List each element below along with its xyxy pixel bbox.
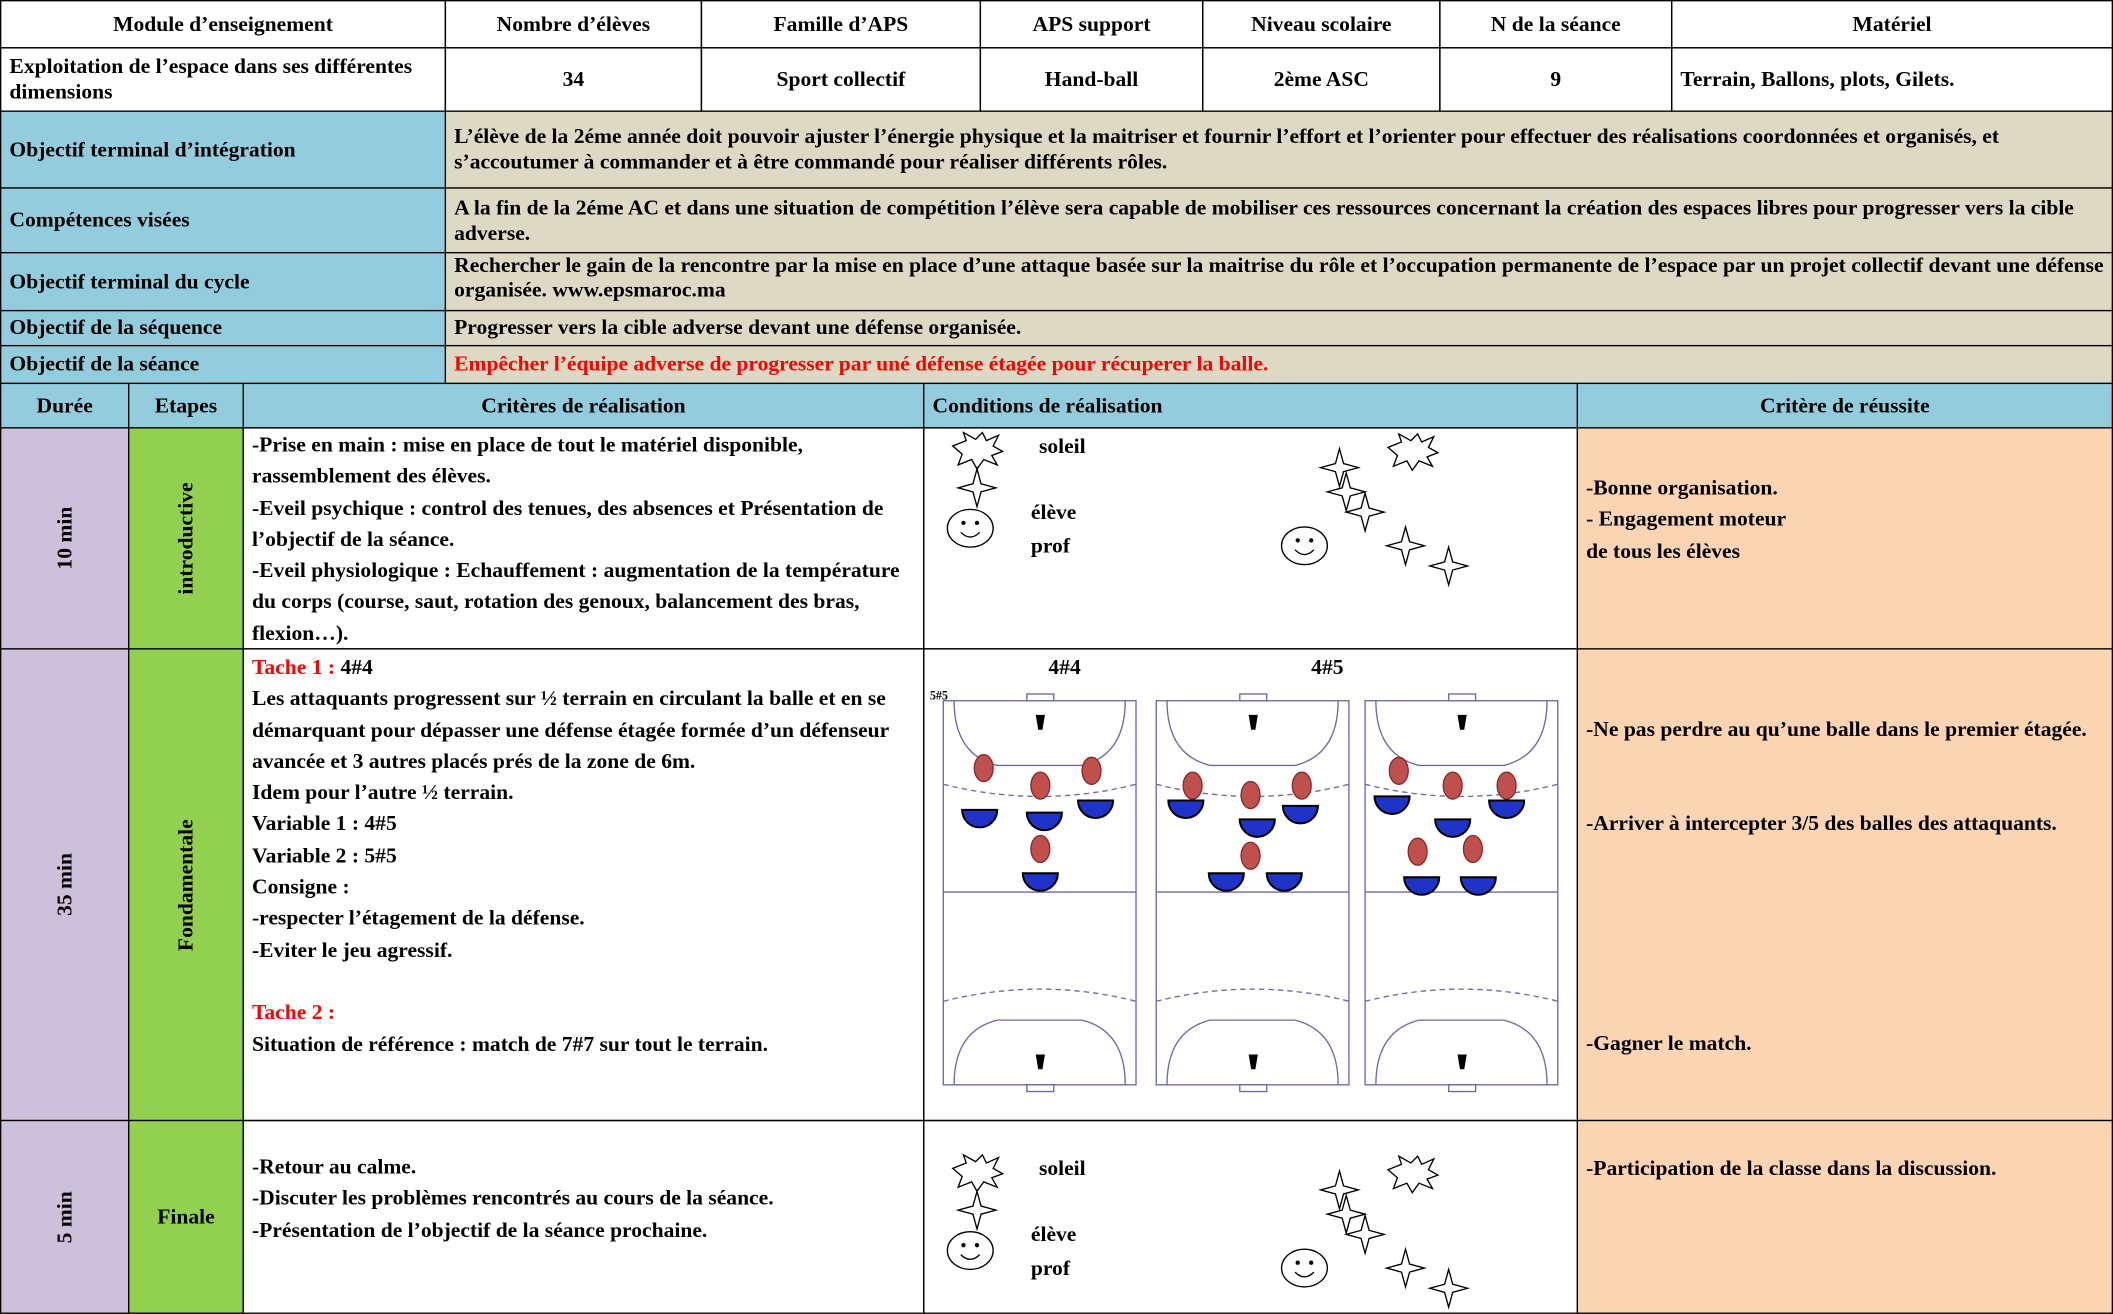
stage: Fondamentale (174, 818, 198, 951)
header-cell: Nombre d’élèves (444, 0, 703, 49)
header-cell: N de la séance (1439, 0, 1673, 49)
column-header: Critères de réalisation (242, 382, 925, 429)
conditions-cell (923, 427, 1579, 650)
header-cell: Matériel (1670, 0, 2113, 49)
header-cell: APS support (979, 0, 1204, 49)
stage-cell: Finale (128, 1119, 244, 1314)
value-cell: Sport collectif (700, 47, 982, 112)
success-line: de tous les élèves (1586, 539, 1740, 563)
column-header: Etapes (128, 382, 244, 429)
criteria-line: -Discuter les problèmes rencontrés au co… (251, 1187, 774, 1211)
value-cell: 9 (1439, 47, 1673, 112)
duration: 10 min (53, 506, 77, 570)
criteria-line: Idem pour l’autre ½ terrain. (251, 781, 514, 805)
objective-label: Objectif de la séance (0, 344, 447, 385)
success-line: - Engagement moteur (1586, 508, 1787, 532)
duration-cell: 5 min (0, 1119, 130, 1314)
column-header: Conditions de réalisation (923, 382, 1579, 429)
success-line: -Ne pas perdre au qu’une balle dans le p… (1586, 718, 2087, 742)
value-cell: Terrain, Ballons, plots, Gilets. (1670, 47, 2113, 112)
stage: Finale (157, 1205, 215, 1229)
value-cell: 2ème ASC (1202, 47, 1441, 112)
success-cell: -Bonne organisation. - Engagement moteur d… (1576, 427, 2113, 650)
success-line: -Arriver à intercepter 3/5 des balles de… (1586, 812, 2057, 836)
duration-cell: 35 min (0, 648, 130, 1122)
criteria-line: Consigne : (251, 876, 350, 899)
duration: 35 min (53, 853, 77, 917)
objective-label: Objectif terminal du cycle (0, 251, 447, 312)
success-line: -Gagner le match. (1586, 1032, 1752, 1056)
criteria-line: Variable 1 : 4#5 (251, 813, 397, 837)
objective-text: Progresser vers la cible adverse devant … (444, 309, 2113, 347)
value-cell: Exploitation de l’espace dans ses différ… (0, 47, 447, 112)
success-line: -Participation de la classe dans la disc… (1586, 1157, 1997, 1181)
criteria-line: -Eviter le jeu agressif. (251, 938, 453, 962)
objective-label: Objectif terminal d’intégration (0, 110, 447, 189)
value-cell: Hand-ball (979, 47, 1204, 112)
criteria-line: Variable 2 : 5#5 (251, 844, 397, 868)
criteria-cell: Tache 1 : 4#4 Les attaquants progressent … (242, 648, 925, 1122)
duration-cell: 10 min (0, 427, 130, 650)
conditions-cell (923, 1119, 1579, 1314)
success-cell: -Ne pas perdre au qu’une balle dans le p… (1576, 648, 2113, 1122)
conditions-cell (923, 648, 1579, 1122)
criteria-line: -respecter l’étagement de la défense. (251, 907, 585, 931)
criteria-line: -Présentation de l’objectif de la séance… (251, 1219, 708, 1242)
header-cell: Niveau scolaire (1202, 0, 1441, 49)
criteria-line: Les attaquants progressent sur ½ terrain… (251, 687, 889, 774)
column-header: Durée (0, 382, 130, 429)
task-text: 4#4 (340, 656, 373, 680)
criteria-line: -Eveil psychique : control des tenues, d… (251, 496, 884, 552)
header-cell: Famille d’APS (700, 0, 982, 49)
objective-text: Rechercher le gain de la rencontre par l… (444, 251, 2113, 312)
task-label: Tache 2 : (251, 1001, 336, 1025)
task-text: Situation de référence : match de 7#7 su… (251, 1033, 768, 1056)
success-line: -Bonne organisation. (1586, 477, 1778, 500)
task-line: Tache 1 : 4#4 (252, 652, 915, 683)
objective-label: Compétences visées (0, 187, 447, 254)
objective-label: Objectif de la séquence (0, 309, 447, 347)
objective-text: A la fin de la 2éme AC et dans une situa… (444, 187, 2113, 254)
objective-text: L’élève de la 2éme année doit pouvoir aj… (444, 110, 2113, 189)
objective-text: Empêcher l’équipe adverse de progresser … (444, 344, 2113, 385)
header-cell: Module d’enseignement (0, 0, 447, 49)
criteria-line: -Eveil physiologique : Echauffement : au… (251, 559, 900, 646)
stage: introductive (174, 482, 198, 595)
criteria-line: -Retour au calme. (251, 1156, 417, 1180)
stage-cell: Fondamentale (128, 648, 244, 1122)
stage-cell: introductive (128, 427, 244, 650)
criteria-cell: -Prise en main : mise en place de tout l… (242, 427, 925, 650)
criteria-line: -Prise en main : mise en place de tout l… (251, 433, 803, 489)
column-header: Critère de réussite (1576, 382, 2113, 429)
duration: 5 min (53, 1190, 77, 1243)
value-cell: 34 (444, 47, 703, 112)
criteria-cell: -Retour au calme. -Discuter les problèmes… (242, 1119, 925, 1314)
success-cell: -Participation de la classe dans la disc… (1576, 1119, 2113, 1314)
task-label: Tache 1 : (251, 656, 336, 680)
